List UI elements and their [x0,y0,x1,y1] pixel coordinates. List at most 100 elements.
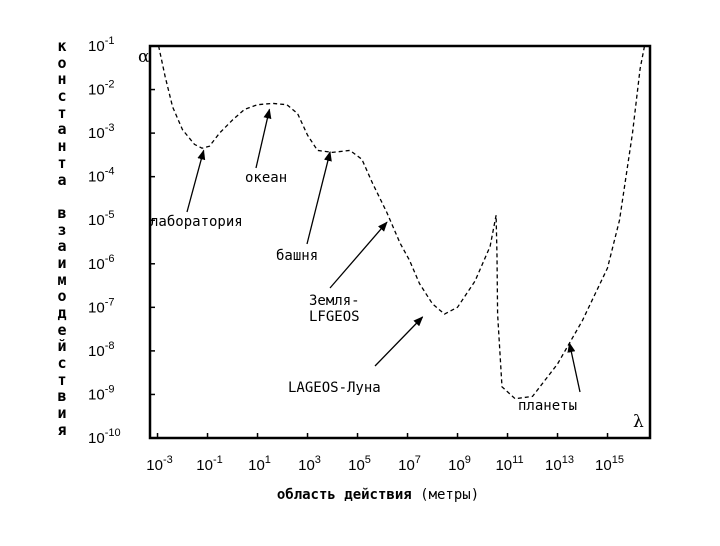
y-tick-label-exponent: -3 [105,122,115,134]
y-axis-label-letter: а [57,237,67,256]
y-tick-label-base: 10 [88,256,105,273]
x-tick-label-exponent: 13 [562,454,574,466]
y-tick-label-exponent: -5 [105,209,115,221]
x-tick-label-exponent: 11 [512,454,523,466]
y-tick-label-base: 10 [88,38,105,55]
y-tick-label-exponent: -8 [105,340,115,352]
y-tick-label-base: 10 [88,343,105,360]
annotation-label: башня [276,248,318,264]
x-tick-label-base: 10 [595,457,612,474]
y-axis-label-letter: я [57,420,67,439]
y-tick-label: 10-2 [88,79,114,99]
x-axis-label: область действия (метры) [238,487,518,503]
y-tick-label-exponent: -2 [105,79,115,91]
y-tick-label: 10-7 [88,296,114,316]
x-tick-label-exponent: -1 [213,454,223,466]
y-axis-label-letter: т [57,370,67,389]
y-tick-label-exponent: -4 [105,166,115,178]
annotation-arrow [374,316,424,367]
y-axis-label-letter: с [57,87,67,106]
y-tick-label-base: 10 [88,430,105,447]
annotation-arrow [306,150,332,245]
x-tick-label-exponent: 5 [365,454,371,466]
y-tick-label: 10-8 [88,340,114,360]
y-axis-label-letter: з [57,220,67,239]
x-tick-label-base: 10 [146,457,163,474]
annotation-label: LFGEOS [309,309,360,325]
x-tick-label: 1013 [545,454,574,474]
y-tick-label-exponent: -7 [105,296,115,308]
y-axis-label-letter: в [57,387,67,406]
y-tick-label: 10-6 [88,253,114,273]
y-tick-label-base: 10 [88,169,105,186]
lambda-label: λ [633,412,644,432]
x-tick-label-exponent: 1 [265,454,271,466]
x-axis-label-unit: (метры) [420,487,480,503]
x-tick-label: 10-3 [146,454,172,474]
annotation: Земля-LFGEOS [309,221,388,325]
y-tick-label-exponent: -10 [105,427,121,439]
y-tick-label-base: 10 [88,386,105,403]
annotation: планеты [518,342,581,414]
y-tick-label: 10-1 [88,35,114,55]
x-tick-label: 1011 [495,454,523,474]
x-tick-label: 101 [248,454,271,474]
annotation-label: океан [245,170,287,186]
y-tick-label-base: 10 [88,82,105,99]
annotation-label: Земля- [309,293,360,309]
annotation: башня [276,150,332,264]
alpha-label: α [138,47,150,67]
annotation-label: LAGEOS-Луна [288,380,381,396]
y-tick-label-exponent: -9 [105,383,115,395]
y-axis-label-letter: м [57,270,67,289]
annotation-arrow [567,342,581,393]
y-axis-label-letter: н [57,70,67,89]
annotation-arrow [329,221,388,289]
x-tick-label-base: 10 [545,457,562,474]
plot-frame [148,44,652,440]
x-tick-label: 105 [348,454,371,474]
y-tick-label: 10-3 [88,122,114,142]
x-tick-label: 1015 [595,454,624,474]
y-axis-label-letter: о [57,287,67,306]
x-tick-label: 107 [398,454,421,474]
y-tick-label: 10-10 [88,427,121,447]
x-tick-label-base: 10 [298,457,315,474]
y-axis-label-letter [54,188,70,205]
x-tick-label-base: 10 [248,457,265,474]
x-axis-label-bold: область действия [276,487,412,503]
data-curve [157,45,646,400]
x-tick-label: 103 [298,454,321,474]
annotation-label: лаборатория [150,214,243,230]
y-tick-label: 10-9 [88,383,114,403]
y-axis-label-letter: в [57,203,67,222]
annotation-arrow [255,108,272,169]
x-tick-label-exponent: 3 [315,454,321,466]
y-axis-label-letter: т [57,153,67,172]
y-axis-label-letter: д [57,304,67,322]
x-tick-label-base: 10 [348,457,365,474]
annotation: LAGEOS-Луна [288,316,424,396]
y-tick-label: 10-5 [88,209,114,229]
x-tick-label-exponent: -3 [163,454,173,466]
y-axis-label-letter: а [57,170,67,189]
y-axis-label-letter: с [57,354,67,373]
annotation: лаборатория [150,149,243,230]
x-tick-label-exponent: 9 [465,454,471,466]
y-tick-label: 10-4 [88,166,114,186]
y-tick-label-base: 10 [88,125,105,142]
y-tick-label-exponent: -1 [105,35,115,47]
y-axis-label-letter: и [57,253,67,272]
x-tick-label-exponent: 15 [612,454,624,466]
y-tick-label-base: 10 [88,212,105,229]
y-axis-label-letter: т [57,103,67,122]
y-tick-label-base: 10 [88,299,105,316]
y-axis-label-letter: й [57,337,67,356]
y-axis-label-letter: е [57,320,67,339]
annotation-label: планеты [518,398,577,414]
x-tick-label-base: 10 [448,457,465,474]
y-axis-label-letter: н [57,137,67,156]
x-tick-label: 10-1 [196,454,222,474]
